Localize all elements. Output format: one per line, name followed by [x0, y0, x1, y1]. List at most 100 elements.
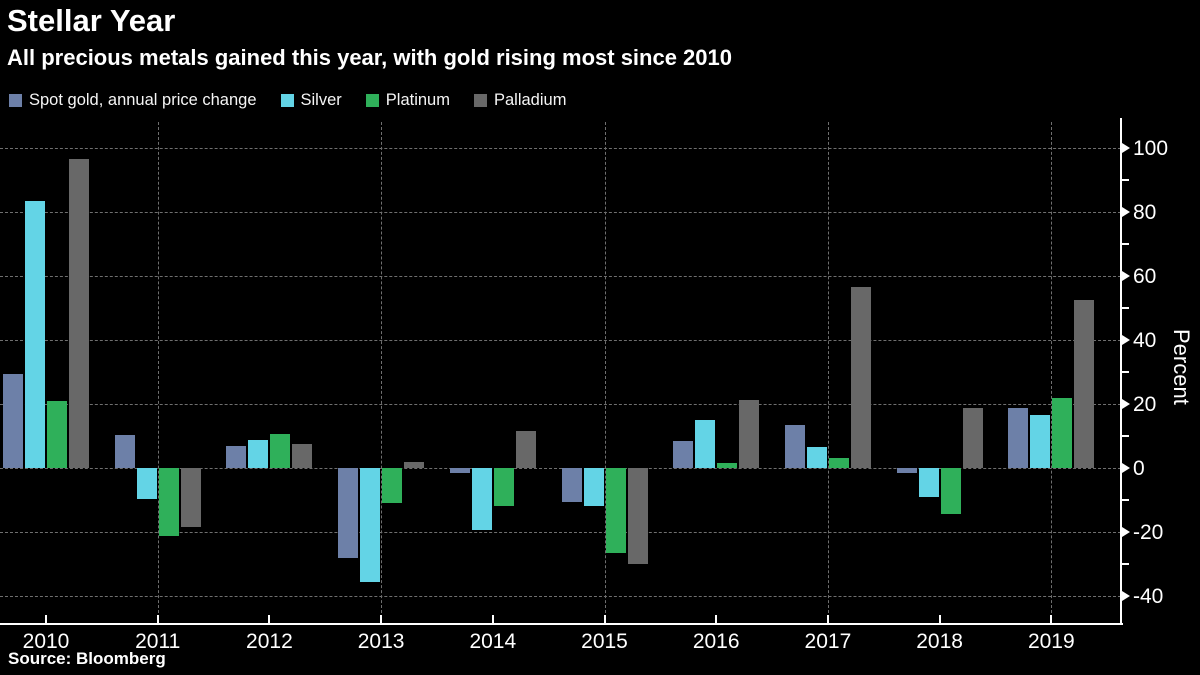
x-tick-2013: [380, 615, 383, 624]
bar-palladium-2014: [515, 431, 536, 468]
x-tick-2019: [1050, 615, 1053, 624]
y-tick-major-0: [1122, 463, 1130, 473]
bar-silver-2015: [583, 468, 604, 506]
y-tick-minor--30: [1122, 563, 1129, 565]
h-gridline-80: [0, 211, 1121, 213]
bar-platinum-2017: [828, 458, 849, 468]
legend-label: Silver: [300, 91, 342, 109]
x-tick-label-2012: 2012: [246, 630, 293, 653]
y-tick-minor-50: [1122, 307, 1129, 309]
legend-item-spot-gold: Spot gold, annual price change: [9, 91, 257, 110]
bar-palladium-2013: [404, 461, 425, 468]
bar-spot-gold-2010: [3, 373, 23, 468]
bar-spot-gold-2013: [338, 468, 359, 559]
bar-silver-2010: [25, 200, 45, 468]
bar-spot-gold-2011: [114, 435, 135, 468]
x-tick-2010: [45, 615, 47, 624]
legend-swatch-icon: [9, 94, 22, 107]
x-tick-label-2010: 2010: [22, 630, 70, 653]
h-gridline--20: [0, 531, 1121, 533]
y-tick-label-80: 80: [1133, 201, 1157, 224]
bar-palladium-2010: [69, 159, 89, 468]
x-tick-label-2011: 2011: [135, 630, 181, 653]
y-tick-label-20: 20: [1133, 393, 1157, 416]
bar-silver-2019: [1030, 415, 1051, 468]
bar-platinum-2018: [940, 468, 961, 515]
x-tick-label-2017: 2017: [804, 630, 852, 653]
x-tick-label-2018: 2018: [916, 630, 963, 653]
bar-palladium-2011: [180, 468, 201, 528]
bar-platinum-2019: [1052, 397, 1073, 468]
h-gridline--40: [0, 595, 1121, 597]
page-subtitle: All precious metals gained this year, wi…: [7, 45, 733, 70]
bar-spot-gold-2014: [449, 468, 470, 473]
y-axis-title: Percent: [1169, 329, 1194, 405]
v-gridline-2019: [1051, 122, 1053, 623]
x-tick-label-2015: 2015: [581, 630, 628, 653]
y-tick-major-40: [1122, 335, 1130, 345]
x-tick-2017: [826, 615, 829, 624]
bar-silver-2011: [136, 468, 157, 500]
chart-legend: Spot gold, annual price change Silver Plat…: [9, 91, 566, 110]
y-axis-line: [1120, 118, 1122, 625]
x-tick-2018: [938, 615, 941, 624]
x-axis-line: [0, 623, 1123, 625]
bar-spot-gold-2019: [1008, 407, 1029, 468]
bar-palladium-2016: [739, 400, 760, 468]
bar-silver-2018: [918, 468, 939, 497]
x-tick-label-2013: 2013: [357, 630, 405, 653]
y-tick-label-100: 100: [1133, 137, 1169, 160]
x-tick-2012: [268, 615, 271, 624]
bar-palladium-2019: [1074, 300, 1095, 468]
page-title: Stellar Year: [7, 3, 176, 38]
bar-platinum-2012: [270, 434, 291, 468]
bar-platinum-2011: [158, 468, 179, 536]
bar-platinum-2010: [47, 400, 67, 468]
h-gridline-100: [0, 147, 1121, 149]
y-tick-label-0: 0: [1133, 457, 1145, 480]
x-tick-label-2016: 2016: [692, 630, 740, 653]
bar-spot-gold-2016: [673, 440, 694, 468]
legend-label: Palladium: [493, 91, 567, 109]
bar-silver-2017: [806, 447, 827, 468]
y-tick-minor-10: [1122, 435, 1129, 437]
v-gridline-2013: [381, 122, 383, 623]
bar-spot-gold-2012: [226, 445, 247, 468]
y-tick-label-60: 60: [1133, 265, 1157, 288]
y-tick-label-40: 40: [1133, 329, 1157, 352]
x-tick-2016: [715, 615, 718, 624]
x-tick-label-2019: 2019: [1027, 630, 1075, 653]
bar-palladium-2018: [962, 408, 983, 468]
legend-swatch-icon: [473, 94, 487, 107]
bar-spot-gold-2018: [896, 468, 917, 473]
bar-spot-gold-2017: [784, 424, 805, 468]
legend-label: Spot gold, annual price change: [29, 91, 257, 109]
y-tick-major-20: [1122, 399, 1130, 409]
y-tick-label--20: -20: [1133, 521, 1164, 544]
x-tick-2011: [156, 615, 159, 624]
bar-palladium-2017: [850, 287, 871, 468]
y-tick-minor-90: [1122, 179, 1129, 181]
y-tick-major--40: [1122, 591, 1130, 601]
bar-platinum-2016: [717, 463, 738, 468]
legend-swatch-icon: [365, 94, 379, 107]
bar-silver-2016: [695, 420, 716, 468]
h-gridline-0: [0, 467, 1121, 469]
legend-item-palladium: Palladium: [473, 91, 567, 110]
y-tick-major-80: [1122, 207, 1130, 217]
source-credit: Source: Bloomberg: [8, 649, 166, 668]
legend-swatch-icon: [280, 94, 294, 107]
h-gridline-60: [0, 275, 1121, 277]
legend-item-platinum: Platinum: [365, 91, 450, 110]
bar-silver-2013: [360, 468, 381, 582]
h-gridline-40: [0, 339, 1121, 341]
bar-spot-gold-2015: [561, 468, 582, 502]
y-tick-label--40: -40: [1133, 585, 1164, 608]
bar-silver-2014: [471, 468, 492, 531]
x-tick-2015: [603, 615, 606, 624]
y-tick-major--20: [1122, 527, 1130, 537]
v-gridline-2017: [827, 122, 829, 623]
y-tick-minor-30: [1122, 371, 1129, 373]
